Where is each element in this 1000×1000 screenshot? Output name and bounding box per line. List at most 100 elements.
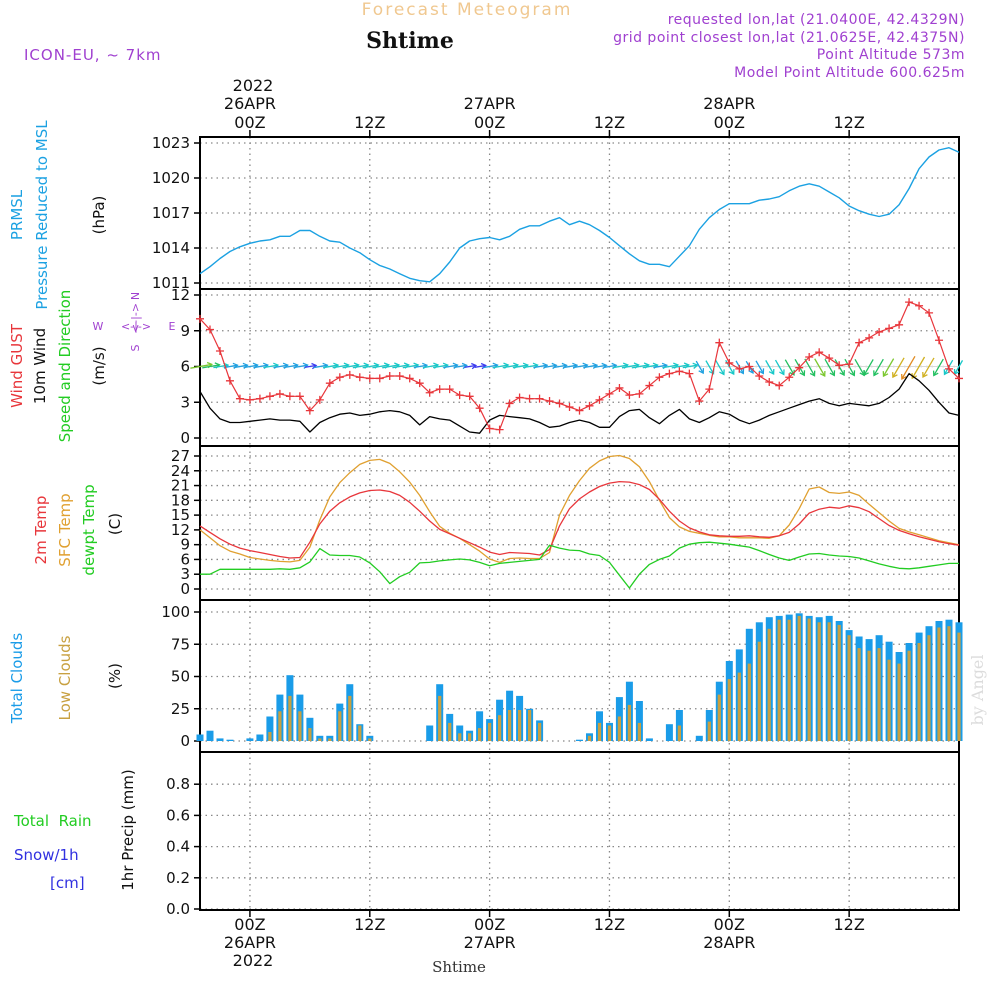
gust-marker	[745, 362, 754, 371]
gust-marker	[895, 320, 904, 329]
sfc-temp-line	[199, 454, 960, 564]
gust-marker	[685, 369, 694, 378]
gust-marker	[196, 314, 204, 323]
wind-arrow	[572, 364, 588, 369]
top-hour-label: 12Z	[594, 113, 625, 132]
wind-arrow-head	[758, 368, 765, 375]
wind-arrow-head	[829, 370, 836, 377]
gust-marker	[865, 333, 874, 342]
wind-arrow	[342, 364, 359, 369]
bottom-hour-label: 00Z	[234, 915, 265, 934]
wind-arrow	[631, 364, 649, 369]
gust-marker	[925, 308, 934, 317]
wind-arrow	[243, 364, 258, 369]
y-tick-label: 9	[180, 536, 190, 554]
gust-marker	[955, 374, 963, 383]
total-cloud-bar	[426, 725, 434, 741]
gust-marker	[915, 301, 924, 310]
wind-arrow	[911, 356, 926, 379]
low-cloud-bar	[797, 615, 801, 741]
wind-arrow	[814, 358, 826, 377]
low-cloud-bar	[328, 738, 332, 741]
total-cloud-bar	[456, 725, 464, 741]
low-cloud-bar	[518, 710, 522, 741]
total-cloud-bar	[196, 734, 204, 741]
y-tick-label: 1023	[152, 134, 190, 152]
low-cloud-bar	[468, 733, 472, 741]
wind-arrow-head	[799, 370, 806, 377]
gust-marker	[455, 391, 464, 400]
hpa-unit: (hPa)	[90, 196, 108, 235]
wind-arrow	[583, 364, 598, 369]
gust-marker	[325, 379, 334, 388]
y-tick-label: 15	[171, 506, 190, 524]
gust-marker	[505, 399, 514, 408]
wind-arrow	[253, 364, 268, 369]
top-year-label: 2022	[233, 76, 274, 95]
gust-marker	[265, 392, 274, 401]
y-tick-label: 6	[180, 550, 190, 568]
gust-marker	[385, 372, 394, 381]
compass-south: S	[129, 344, 142, 351]
low-cloud-bar	[478, 728, 482, 741]
y-tick-label: 1017	[152, 204, 190, 222]
compass-arrow-h: <-|->	[121, 320, 151, 333]
wind-arrow	[954, 360, 964, 375]
low-cloud-bar	[837, 624, 841, 741]
wind-panel: 0 3 6 9 12	[171, 286, 964, 447]
gust-marker	[775, 381, 784, 390]
gust-marker	[765, 377, 774, 386]
wind-arrow-head	[768, 368, 775, 376]
wind-arrow	[653, 364, 667, 369]
low-cloud-bar	[338, 711, 342, 741]
wind-arrow	[372, 364, 389, 369]
pressure-panel: 1011 1014 1017 1020 1023	[152, 134, 960, 292]
model-point-altitude: Model Point Altitude 600.625m	[734, 65, 965, 81]
low-cloud-bar	[278, 711, 282, 741]
wind-arrow	[233, 364, 248, 369]
header-title: Forecast Meteogram	[362, 0, 573, 20]
gust-marker	[825, 354, 834, 363]
gust-marker	[725, 358, 734, 367]
gust-marker	[575, 406, 584, 415]
y-tick-label: 0.6	[166, 806, 190, 824]
gust-marker	[795, 363, 804, 372]
wind-arrow-head	[863, 370, 869, 377]
total-cloud-bar	[476, 711, 484, 741]
compass-arrow-v-top: <-|->	[129, 303, 142, 333]
bottom-hour-label: 12Z	[833, 915, 864, 934]
wind-arrow-head	[461, 362, 468, 370]
wind-arrow	[502, 364, 519, 369]
gust-marker	[905, 298, 914, 307]
y-tick-label: 0	[180, 429, 190, 447]
top-hour-label: 00Z	[474, 113, 505, 132]
watermark: by Angel	[968, 654, 987, 725]
cm-unit: [cm]	[50, 874, 85, 892]
ms-unit: (m/s)	[90, 346, 108, 385]
gust-marker	[255, 394, 264, 403]
total-cloud-bar	[256, 734, 264, 741]
total-cloud-bar	[226, 739, 234, 741]
wind-arrow-head	[892, 372, 898, 379]
gust-marker	[415, 379, 424, 388]
total-rain-label: Total Rain	[13, 812, 92, 830]
wind-arrow-head	[839, 370, 845, 377]
wind-arrow	[483, 364, 498, 369]
wind-arrow	[642, 364, 658, 369]
wind-arrow	[824, 358, 835, 376]
total-cloud-bar	[695, 735, 703, 741]
wind-arrow	[323, 364, 339, 369]
wind-arrow-head	[922, 371, 928, 379]
gust-marker	[295, 392, 304, 401]
gust-marker	[595, 395, 604, 404]
low-cloud-bar	[458, 733, 462, 741]
low-cloud-bar	[268, 732, 272, 741]
wind-arrow	[593, 364, 607, 369]
low-cloud-bar	[777, 619, 781, 741]
y-tick-label: 12	[171, 286, 190, 304]
gust-marker	[375, 374, 384, 383]
low-cloud-bar	[807, 618, 811, 741]
top-date-label: 27APR	[464, 94, 516, 113]
